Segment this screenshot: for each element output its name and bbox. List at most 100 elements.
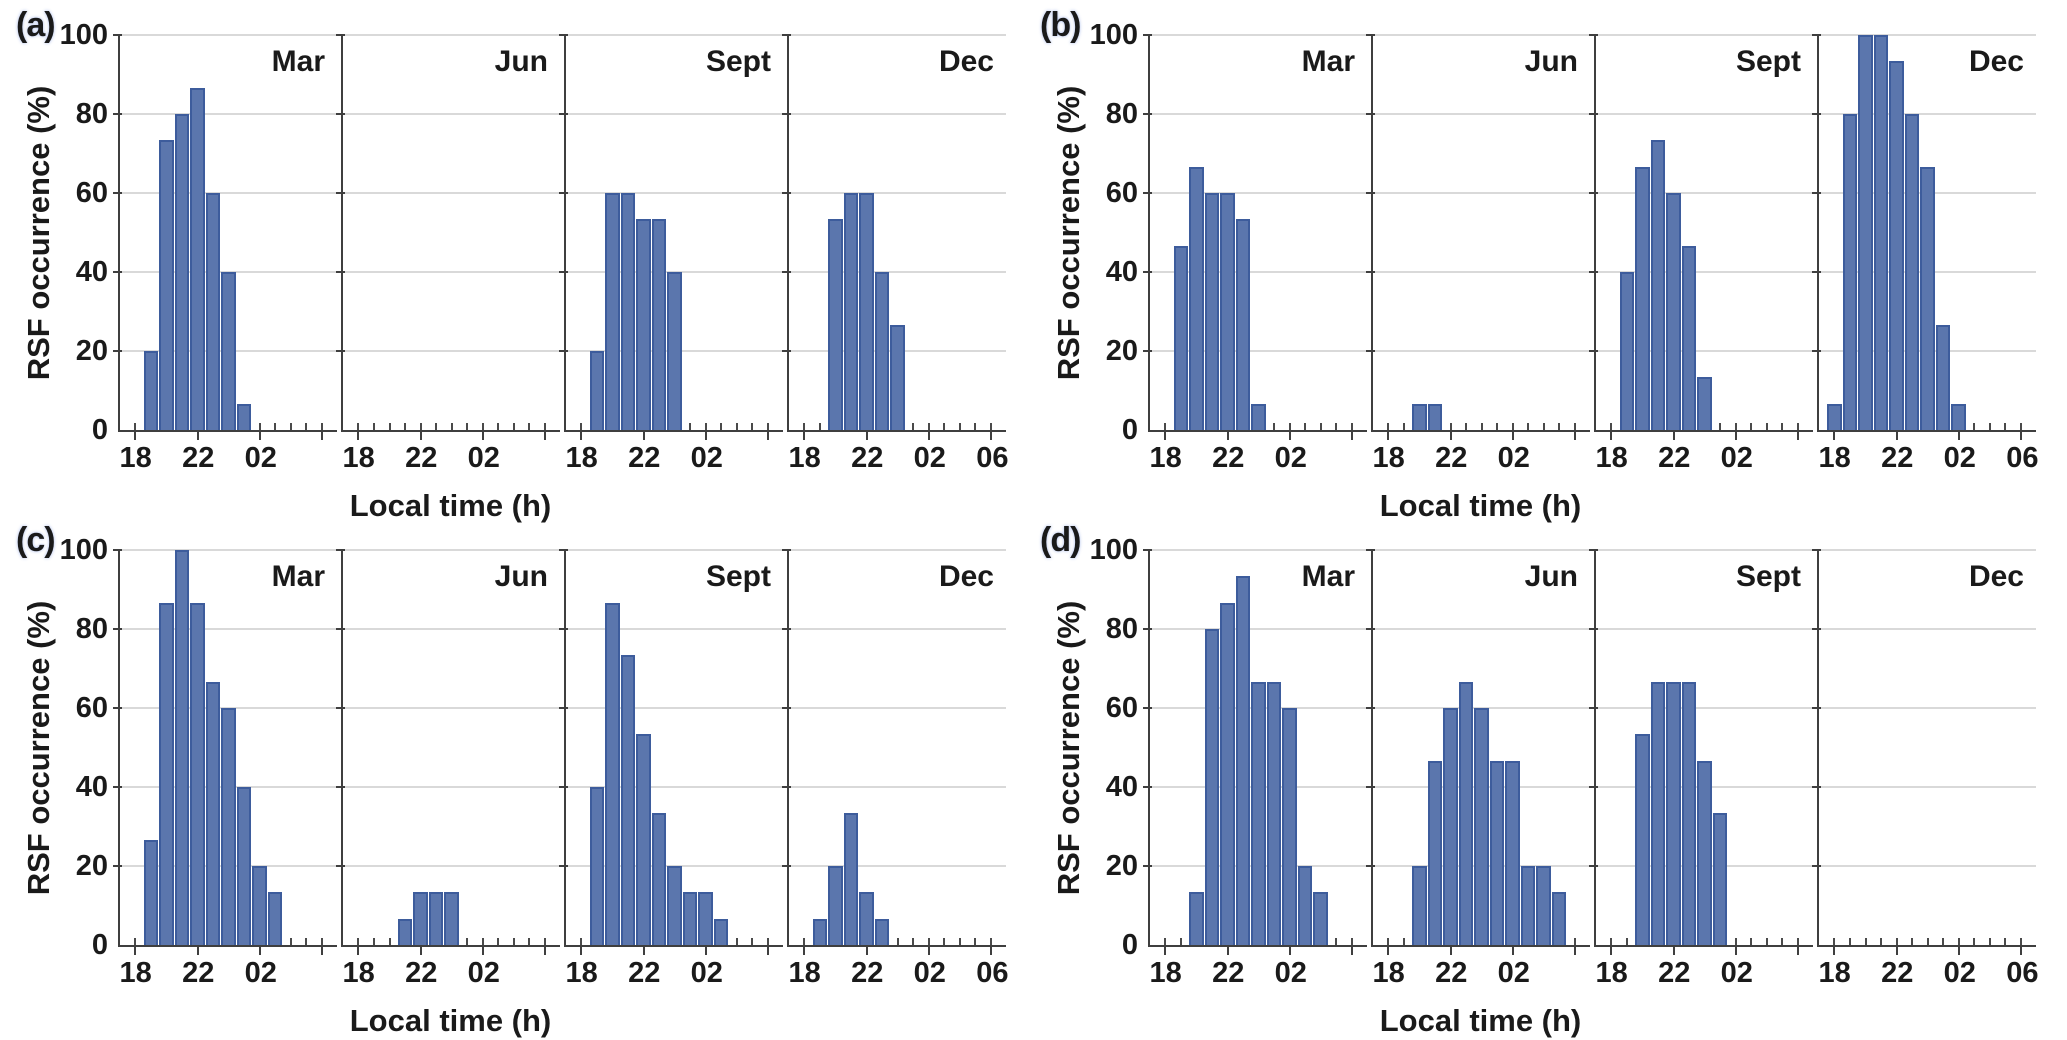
x-minor-tick-mark (1796, 423, 1799, 430)
x-minor-tick-mark (1387, 423, 1390, 430)
bar (1282, 708, 1297, 945)
y-tick-mark (559, 350, 568, 352)
bar (1635, 166, 1650, 430)
bar (1412, 403, 1427, 430)
x-tick-label: 18 (788, 442, 821, 474)
x-major-tick-mark (1610, 945, 1613, 955)
gridline (343, 34, 560, 36)
x-tick-label: 22 (1658, 442, 1691, 474)
x-minor-tick-mark (766, 938, 769, 945)
x-minor-tick-mark (735, 938, 738, 945)
y-tick-mark (1143, 865, 1152, 867)
gridline (343, 549, 560, 551)
x-major-tick-mark (580, 945, 583, 955)
y-tick-mark (336, 271, 345, 273)
y-tick-mark (1366, 192, 1375, 194)
subplot-mar: Mar 18 22 02 (1143, 549, 1367, 989)
x-minor-tick-mark (1335, 423, 1337, 430)
gridline (1596, 113, 1813, 115)
x-major-tick-mark (196, 430, 199, 440)
bar (190, 602, 205, 945)
x-minor-tick-mark (1335, 938, 1337, 945)
x-minor-tick-mark (803, 938, 806, 945)
bar (1266, 681, 1282, 945)
x-minor-tick-mark (1542, 423, 1545, 430)
y-tick-mark (336, 865, 345, 867)
x-major-tick-mark (1387, 430, 1390, 440)
gridline (1819, 34, 2036, 36)
bar (1951, 403, 1966, 430)
bar (1889, 61, 1904, 430)
bar (874, 918, 890, 945)
x-major-tick-mark (1796, 945, 1799, 955)
y-tick-label: 60 (75, 177, 108, 209)
x-tick-label: 02 (467, 442, 500, 474)
x-minor-tick-mark (1610, 423, 1613, 430)
bar (1712, 813, 1728, 945)
x-tick-label: 02 (1497, 957, 1530, 989)
x-minor-tick-mark (1558, 423, 1560, 430)
x-minor-tick-mark (1750, 938, 1752, 945)
gridline (1596, 628, 1813, 630)
gridline (343, 192, 560, 194)
x-major-tick-mark (1164, 430, 1167, 440)
bar (1204, 193, 1220, 430)
y-tick-label: 0 (1121, 414, 1138, 446)
subplot-title: Dec (938, 560, 994, 593)
y-tick-mark (1143, 786, 1152, 788)
gridline (1819, 786, 2036, 788)
x-tick-label: 22 (1881, 442, 1914, 474)
x-minor-tick-mark (1272, 423, 1275, 430)
gridline (1150, 549, 1367, 551)
x-minor-tick-mark (305, 423, 307, 430)
bar (1681, 681, 1697, 945)
bar (620, 193, 636, 430)
y-tick-mark (336, 350, 345, 352)
bar (205, 681, 221, 945)
x-major-tick-mark (258, 430, 261, 440)
y-tick-mark (1589, 192, 1598, 194)
x-major-tick-mark (1387, 945, 1390, 955)
x-minor-tick-mark (704, 423, 707, 430)
bar (221, 708, 236, 945)
subplot-title: Sept (1735, 45, 1801, 78)
subplot-title: Mar (1301, 45, 1355, 78)
x-minor-tick-mark (735, 423, 738, 430)
y-tick-mark (1143, 271, 1152, 273)
bar (1220, 602, 1235, 945)
x-major-tick-mark (580, 430, 583, 440)
bar (221, 272, 236, 430)
bar (1681, 245, 1697, 430)
x-tick-label: 06 (2006, 442, 2039, 474)
x-minor-tick-mark (320, 938, 323, 945)
y-tick-mark (559, 549, 568, 551)
x-major-tick-mark (865, 945, 868, 955)
bar (1189, 892, 1204, 945)
y-tick-mark (1366, 350, 1375, 352)
x-major-tick-mark (2019, 945, 2022, 955)
x-minor-tick-mark (289, 423, 292, 430)
y-tick-mark (559, 192, 568, 194)
y-tick-label: 60 (1105, 692, 1138, 724)
x-minor-tick-mark (751, 423, 753, 430)
y-tick-mark (113, 192, 122, 194)
x-tick-label: 02 (244, 957, 277, 989)
x-major-tick-mark (766, 430, 769, 440)
y-tick-mark (1812, 192, 1821, 194)
panel-letter: (d) (1040, 521, 1081, 559)
bar (828, 866, 843, 945)
bar (682, 892, 698, 945)
x-minor-tick-mark (357, 423, 360, 430)
y-tick-mark (1812, 113, 1821, 115)
x-major-tick-mark (320, 430, 323, 440)
subplot-mar: Mar 18 22 02 (1143, 34, 1367, 474)
x-major-tick-mark (989, 430, 992, 440)
gridline (343, 628, 560, 630)
x-minor-tick-mark (2019, 938, 2022, 945)
y-tick-mark (1812, 549, 1821, 551)
x-tick-label: 18 (119, 957, 152, 989)
subplot-jun: Jun 18 22 02 (1366, 549, 1590, 989)
bar (413, 892, 428, 945)
x-minor-tick-mark (1465, 423, 1467, 430)
